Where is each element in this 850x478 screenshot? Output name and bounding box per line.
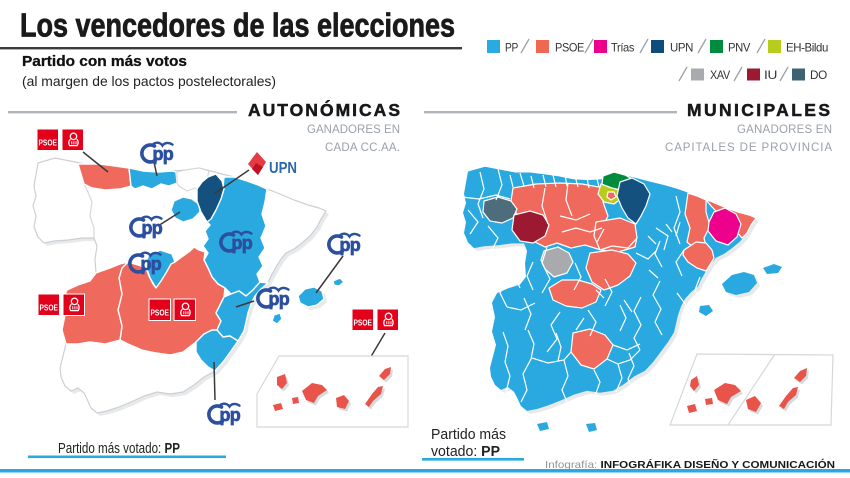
svg-text:votado: PP: votado: PP: [431, 444, 500, 460]
svg-text:GANADORES EN: GANADORES EN: [307, 124, 400, 136]
svg-text:GANADORES EN: GANADORES EN: [737, 124, 832, 136]
svg-text:DO: DO: [810, 68, 827, 82]
svg-text:EH-Bildu: EH-Bildu: [786, 41, 828, 55]
svg-text:Los vencedores de las eleccion: Los vencedores de las elecciones: [20, 8, 455, 45]
svg-text:PNV: PNV: [728, 41, 750, 55]
svg-text:CADA CC.AA.: CADA CC.AA.: [325, 142, 400, 154]
svg-text:PP: PP: [505, 41, 518, 55]
svg-text:PSOE: PSOE: [555, 41, 584, 55]
svg-text:AUTONÓMICAS: AUTONÓMICAS: [248, 99, 400, 120]
svg-text:CAPITALES DE PROVINCIA: CAPITALES DE PROVINCIA: [665, 142, 832, 154]
svg-text:Partido más votado: PP: Partido más votado: PP: [58, 441, 180, 457]
svg-text:IU: IU: [764, 68, 777, 82]
svg-text:Infografía: INFOGRÁFIKA DISEÑO: Infografía: INFOGRÁFIKA DISEÑO Y COMUNIC…: [545, 458, 835, 471]
svg-text:Trías: Trías: [611, 41, 634, 55]
svg-text:(al margen de los pactos poste: (al margen de los pactos postelectorales…: [22, 73, 276, 89]
svg-text:Partido más: Partido más: [431, 427, 506, 443]
svg-text:XAV: XAV: [710, 68, 730, 82]
svg-text:UPN: UPN: [269, 160, 297, 177]
svg-text:Partido con más votos: Partido con más votos: [22, 54, 187, 70]
svg-text:UPN: UPN: [670, 41, 693, 55]
svg-text:MUNICIPALES: MUNICIPALES: [687, 100, 830, 120]
